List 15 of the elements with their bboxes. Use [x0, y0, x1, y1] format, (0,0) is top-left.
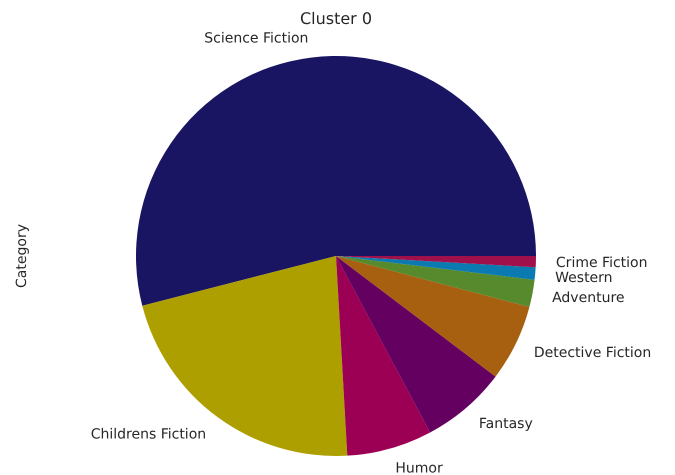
- pie-slice: [336, 256, 535, 307]
- slice-label: Adventure: [552, 290, 625, 306]
- pie-slice: [336, 256, 536, 280]
- slice-label: Humor: [395, 460, 443, 475]
- pie-slice: [336, 256, 530, 377]
- slice-label: Science Fiction: [204, 30, 308, 47]
- chart-title: Cluster 0: [300, 9, 372, 28]
- pie-slice: [336, 256, 430, 456]
- pie-slice: [136, 56, 536, 306]
- slice-label: Crime Fiction: [556, 255, 648, 272]
- slice-label: Detective Fiction: [534, 345, 652, 362]
- slice-label: Fantasy: [478, 416, 533, 432]
- text: Category: [14, 224, 30, 288]
- slice-label: Western: [555, 270, 613, 286]
- slice-label: Childrens Fiction: [90, 426, 206, 442]
